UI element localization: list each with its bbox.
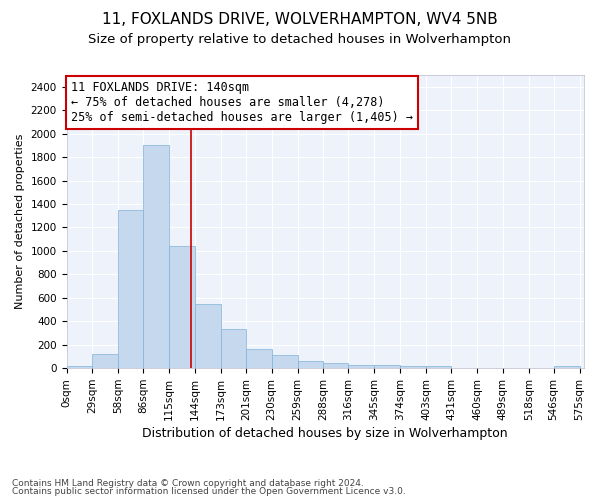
Y-axis label: Number of detached properties: Number of detached properties xyxy=(15,134,25,310)
Bar xyxy=(221,329,246,368)
Bar xyxy=(554,366,580,368)
Bar xyxy=(143,146,169,368)
Bar xyxy=(246,349,272,368)
Bar xyxy=(374,366,400,368)
Bar xyxy=(92,354,118,368)
Text: 11 FOXLANDS DRIVE: 140sqm
← 75% of detached houses are smaller (4,278)
25% of se: 11 FOXLANDS DRIVE: 140sqm ← 75% of detac… xyxy=(71,81,413,124)
Bar xyxy=(400,366,426,368)
Bar xyxy=(426,366,451,368)
Bar xyxy=(118,210,143,368)
Text: Contains HM Land Registry data © Crown copyright and database right 2024.: Contains HM Land Registry data © Crown c… xyxy=(12,478,364,488)
Text: 11, FOXLANDS DRIVE, WOLVERHAMPTON, WV4 5NB: 11, FOXLANDS DRIVE, WOLVERHAMPTON, WV4 5… xyxy=(102,12,498,28)
Text: Contains public sector information licensed under the Open Government Licence v3: Contains public sector information licen… xyxy=(12,487,406,496)
Bar xyxy=(67,366,92,368)
Text: Size of property relative to detached houses in Wolverhampton: Size of property relative to detached ho… xyxy=(89,32,511,46)
Bar xyxy=(272,356,298,368)
Bar xyxy=(195,304,221,368)
Bar xyxy=(169,246,195,368)
X-axis label: Distribution of detached houses by size in Wolverhampton: Distribution of detached houses by size … xyxy=(142,427,508,440)
Bar xyxy=(298,361,323,368)
Bar xyxy=(349,364,374,368)
Bar xyxy=(323,364,349,368)
